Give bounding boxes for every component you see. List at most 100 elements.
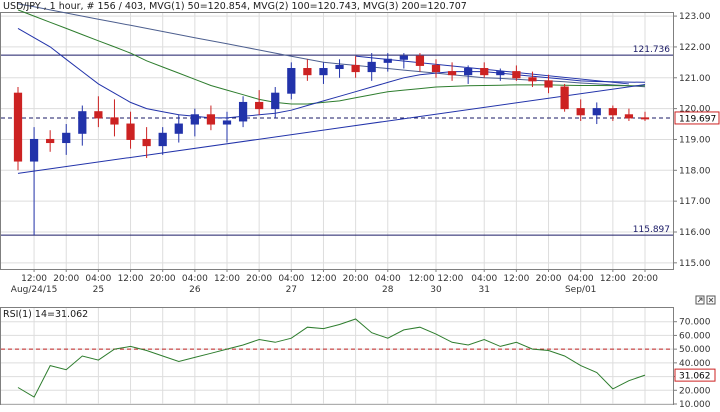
time-axis: 12:00 20:00 04:00 12:00 20:00 04:00 12:00 20:00…: [11, 269, 658, 295]
candle: [496, 68, 505, 81]
time-tick-label: 12:00: [214, 274, 240, 284]
candle: [190, 108, 199, 137]
candle: [431, 59, 441, 78]
candle: [110, 99, 119, 137]
price-tick-label: 116.00: [679, 228, 711, 238]
candle-body: [576, 108, 585, 116]
price-tick-label: 119.00: [679, 135, 711, 145]
trendlines: [17, 55, 646, 174]
candle: [94, 96, 103, 128]
candle-body: [447, 71, 457, 76]
candle-body: [608, 108, 617, 116]
candle-body: [255, 101, 264, 110]
candle-body: [592, 108, 601, 116]
horizontal-line-label: 115.897: [633, 225, 670, 235]
candle: [335, 59, 344, 78]
date-label: Sep/01: [565, 285, 596, 295]
time-tick-label: 20:00: [343, 274, 369, 284]
rsi-line: [17, 318, 646, 398]
maximize-icon[interactable]: [695, 295, 705, 305]
candle: [624, 108, 634, 121]
date-label: 30: [430, 285, 442, 295]
rsi-tick-label: 60.000: [679, 331, 711, 341]
candle-body: [126, 123, 135, 140]
price-tick-label: 118.00: [679, 166, 711, 176]
candle: [351, 56, 360, 78]
candles: [13, 53, 650, 236]
price-tick-label: 117.00: [679, 197, 711, 207]
rsi-grid: [1, 308, 673, 405]
time-tick-label: 12:00: [600, 274, 626, 284]
date-label: 31: [479, 285, 490, 295]
candle: [512, 65, 521, 81]
candle: [560, 83, 569, 112]
candle-body: [206, 114, 216, 125]
candle-body: [94, 111, 103, 119]
time-tick-label: 04:00: [471, 274, 497, 284]
rsi-tick-label: 10.000: [679, 400, 711, 407]
price-axis: 123.00 122.00 121.00 120.00 119.00 118.00 117.…: [673, 12, 720, 269]
date-label: 26: [189, 285, 201, 295]
candle-body: [335, 64, 344, 70]
candle-body: [544, 80, 553, 88]
candle-body: [46, 138, 55, 144]
date-label: 27: [286, 285, 297, 295]
candle: [464, 65, 473, 84]
last-price-badge: 119.697: [674, 111, 720, 125]
rsi-tick-label: 40.000: [679, 359, 711, 369]
date-label: Aug/24/15: [11, 285, 58, 295]
time-tick-label: 20:00: [536, 274, 562, 284]
rsi-tick-label: 20.000: [679, 386, 711, 396]
main-plot-frame: [0, 12, 674, 270]
candle: [158, 127, 167, 155]
date-label: 25: [93, 285, 104, 295]
candle: [528, 71, 537, 88]
candle: [238, 96, 248, 128]
candle: [608, 105, 617, 121]
candle-body: [62, 132, 71, 144]
candle-body: [496, 71, 505, 76]
candle-body: [560, 86, 569, 110]
candle-body: [303, 68, 312, 76]
candle: [78, 105, 87, 146]
candle-body: [319, 68, 328, 76]
candle: [29, 127, 39, 236]
candle-body: [13, 92, 23, 162]
candle-body: [480, 68, 489, 76]
price-tick-label: 122.00: [679, 43, 711, 53]
candle: [13, 87, 23, 171]
candle-body: [238, 101, 248, 122]
candle-body: [110, 117, 119, 125]
candle: [319, 62, 328, 84]
candle: [206, 105, 216, 131]
candle: [126, 111, 135, 149]
time-tick-label: 12:00 12:00: [409, 274, 464, 284]
candle: [447, 62, 457, 81]
trendline: [355, 55, 629, 85]
candle: [367, 53, 376, 81]
candle: [62, 124, 71, 155]
candle-body: [415, 55, 425, 66]
candle-body: [158, 132, 167, 147]
candle-body: [142, 138, 151, 147]
candle: [46, 130, 55, 152]
close-icon[interactable]: [706, 295, 716, 305]
candle-body: [512, 71, 521, 79]
time-tick-label: 12:00: [310, 274, 336, 284]
candle: [640, 111, 650, 121]
candle: [222, 111, 232, 143]
candle: [287, 62, 296, 100]
candle: [255, 90, 264, 115]
time-tick-label: 12:00: [503, 274, 529, 284]
candle: [480, 62, 489, 78]
price-tick-label: 120.00: [679, 105, 711, 115]
rsi-tick-label: 50.000: [679, 345, 711, 355]
candle-body: [624, 114, 634, 119]
time-tick-label: 04:00: [182, 274, 208, 284]
rsi-polyline: [17, 318, 646, 398]
candle: [544, 74, 553, 94]
time-tick-label: 04:00: [568, 274, 594, 284]
candle-body: [640, 117, 650, 120]
candle-body: [222, 120, 232, 125]
rsi-last-label: 31.062: [679, 372, 711, 382]
